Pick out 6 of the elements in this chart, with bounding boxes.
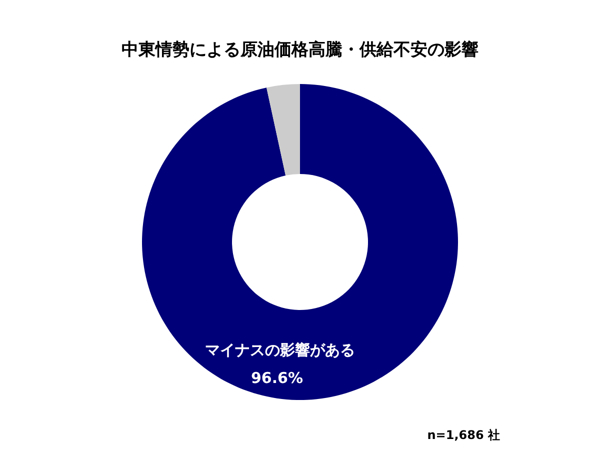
donut-slice bbox=[142, 84, 458, 400]
donut-slice bbox=[266, 84, 300, 176]
text: n=1,686 社 bbox=[427, 428, 500, 442]
data-label: 96.6% bbox=[250, 369, 304, 387]
chart-title: 中東情勢による原油価格高騰・供給不安の影響 bbox=[122, 40, 478, 60]
slice-label: マイナスの影響がある bbox=[205, 341, 355, 359]
